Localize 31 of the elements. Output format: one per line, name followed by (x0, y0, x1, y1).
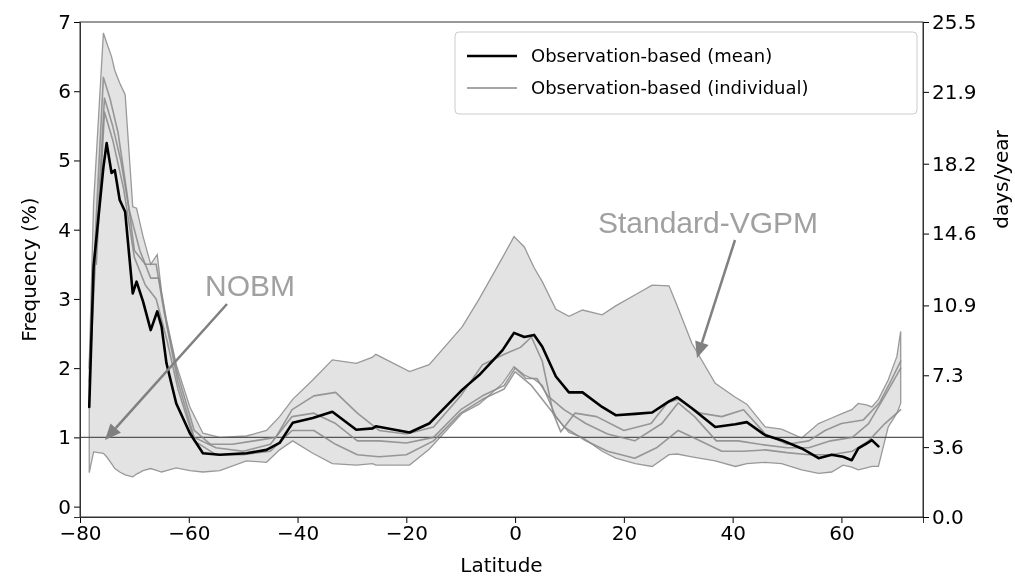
x-tick-label: −20 (385, 521, 428, 546)
y2-tick-label: 14.6 (932, 221, 977, 246)
x-axis-title: Latitude (460, 553, 543, 577)
y-tick-label: 6 (58, 79, 71, 104)
y-tick-label: 2 (58, 356, 71, 381)
y-tick-label: 1 (58, 425, 71, 450)
y-tick-label: 4 (58, 217, 71, 242)
annotation: NOBM (205, 268, 295, 302)
x-tick-label: 60 (829, 521, 855, 546)
x-tick-label: 20 (611, 521, 638, 546)
x-tick-label: 0 (509, 521, 522, 546)
x-tick-label: −80 (59, 521, 102, 546)
y2-axis-title: days/year (989, 129, 1013, 229)
y2-tick-label: 10.9 (932, 293, 977, 318)
annotation: Standard-VGPM (597, 205, 819, 239)
y2-tick-label: 3.6 (932, 435, 964, 460)
y2-tick-label: 18.2 (932, 151, 977, 176)
y-tick-label: 0 (58, 494, 71, 519)
y2-tick-label: 7.3 (932, 363, 964, 388)
y-axis-title: Frequency (%) (17, 197, 41, 342)
x-tick-label: 40 (720, 521, 746, 546)
y2-tick-label: 25.5 (932, 9, 977, 34)
legend-label: Observation-based (mean) (531, 45, 773, 67)
y-tick-label: 7 (58, 9, 71, 34)
legend-label: Observation-based (individual) (531, 77, 809, 99)
y-tick-label: 3 (58, 286, 71, 311)
y2-tick-label: 0.0 (932, 504, 964, 529)
x-tick-label: −60 (168, 521, 211, 546)
y2-tick-label: 21.9 (932, 79, 977, 104)
x-tick-label: −40 (276, 521, 320, 546)
y-tick-label: 5 (58, 148, 71, 173)
